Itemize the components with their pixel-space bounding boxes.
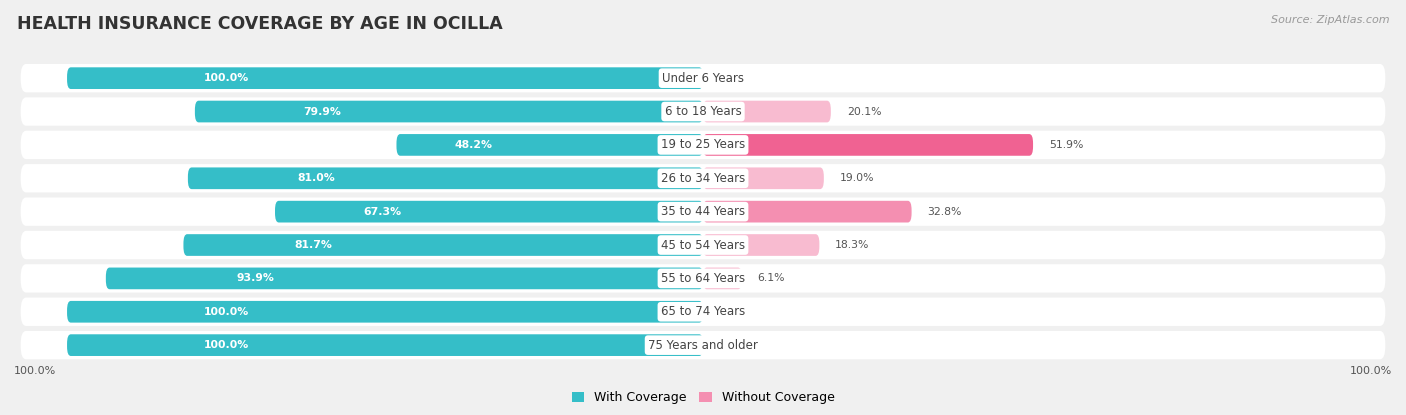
Text: 6 to 18 Years: 6 to 18 Years — [665, 105, 741, 118]
Legend: With Coverage, Without Coverage: With Coverage, Without Coverage — [567, 386, 839, 409]
Text: 20.1%: 20.1% — [846, 107, 882, 117]
Text: 81.7%: 81.7% — [294, 240, 332, 250]
Text: 93.9%: 93.9% — [236, 273, 274, 283]
FancyBboxPatch shape — [183, 234, 703, 256]
Text: 35 to 44 Years: 35 to 44 Years — [661, 205, 745, 218]
Text: HEALTH INSURANCE COVERAGE BY AGE IN OCILLA: HEALTH INSURANCE COVERAGE BY AGE IN OCIL… — [17, 15, 502, 32]
FancyBboxPatch shape — [21, 231, 1385, 259]
FancyBboxPatch shape — [703, 201, 911, 222]
FancyBboxPatch shape — [703, 167, 824, 189]
FancyBboxPatch shape — [21, 198, 1385, 226]
Text: 0.0%: 0.0% — [718, 73, 747, 83]
FancyBboxPatch shape — [67, 67, 703, 89]
FancyBboxPatch shape — [188, 167, 703, 189]
Text: 67.3%: 67.3% — [363, 207, 401, 217]
FancyBboxPatch shape — [703, 268, 742, 289]
FancyBboxPatch shape — [21, 98, 1385, 126]
Text: 100.0%: 100.0% — [204, 73, 249, 83]
Text: 19 to 25 Years: 19 to 25 Years — [661, 139, 745, 151]
FancyBboxPatch shape — [195, 101, 703, 122]
Text: 48.2%: 48.2% — [454, 140, 492, 150]
FancyBboxPatch shape — [21, 331, 1385, 359]
FancyBboxPatch shape — [703, 134, 1033, 156]
Text: 100.0%: 100.0% — [1350, 366, 1392, 376]
Text: 100.0%: 100.0% — [14, 366, 56, 376]
Text: 0.0%: 0.0% — [718, 307, 747, 317]
FancyBboxPatch shape — [396, 134, 703, 156]
FancyBboxPatch shape — [67, 301, 703, 322]
FancyBboxPatch shape — [21, 298, 1385, 326]
Text: 55 to 64 Years: 55 to 64 Years — [661, 272, 745, 285]
Text: 26 to 34 Years: 26 to 34 Years — [661, 172, 745, 185]
Text: 100.0%: 100.0% — [204, 307, 249, 317]
FancyBboxPatch shape — [21, 264, 1385, 293]
Text: 75 Years and older: 75 Years and older — [648, 339, 758, 352]
Text: 79.9%: 79.9% — [302, 107, 340, 117]
Text: 51.9%: 51.9% — [1049, 140, 1084, 150]
Text: 81.0%: 81.0% — [298, 173, 336, 183]
Text: Under 6 Years: Under 6 Years — [662, 72, 744, 85]
Text: 65 to 74 Years: 65 to 74 Years — [661, 305, 745, 318]
FancyBboxPatch shape — [276, 201, 703, 222]
Text: 100.0%: 100.0% — [204, 340, 249, 350]
FancyBboxPatch shape — [105, 268, 703, 289]
Text: 45 to 54 Years: 45 to 54 Years — [661, 239, 745, 251]
Text: 18.3%: 18.3% — [835, 240, 870, 250]
Text: 0.0%: 0.0% — [718, 340, 747, 350]
FancyBboxPatch shape — [67, 334, 703, 356]
FancyBboxPatch shape — [21, 131, 1385, 159]
Text: 32.8%: 32.8% — [928, 207, 962, 217]
FancyBboxPatch shape — [21, 164, 1385, 193]
Text: 6.1%: 6.1% — [758, 273, 785, 283]
Text: Source: ZipAtlas.com: Source: ZipAtlas.com — [1271, 15, 1389, 24]
FancyBboxPatch shape — [703, 234, 820, 256]
FancyBboxPatch shape — [21, 64, 1385, 93]
Text: 19.0%: 19.0% — [839, 173, 875, 183]
FancyBboxPatch shape — [703, 101, 831, 122]
